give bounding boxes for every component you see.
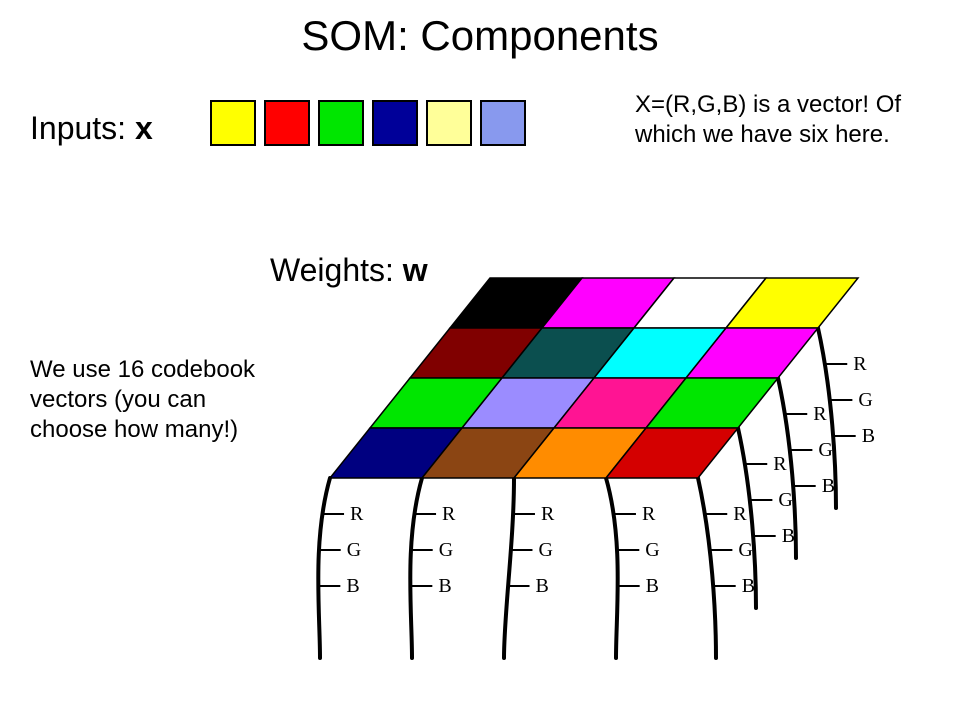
weight-leg-7-label-2: B [862,425,875,447]
vector-note: X=(R,G,B) is a vector! Of which we have … [635,90,935,150]
weight-leg-2-label-1: G [538,539,552,561]
weight-leg-4-label-1: G [738,539,752,561]
weights-diagram: RGBRGBRGBRGBRGBRGBRGBRGB [300,260,940,700]
weight-leg-0-label-2: B [346,575,359,597]
weight-leg-0-label-0: R [350,503,364,525]
input-swatch-5 [480,100,526,146]
weight-leg-6-label-2: B [822,475,835,497]
weight-leg-4-label-2: B [742,575,755,597]
input-swatches-row [210,100,526,146]
weight-leg-2 [504,478,514,658]
inputs-label: Inputs: x [30,110,153,147]
weight-leg-0-label-1: G [347,539,361,561]
input-swatch-2 [318,100,364,146]
weight-leg-5-label-0: R [773,453,787,475]
weight-leg-2-label-2: B [536,575,549,597]
weight-leg-1-label-0: R [442,503,456,525]
weight-leg-7-label-1: G [858,389,872,411]
weight-leg-6-label-0: R [813,403,827,425]
weights-svg: RGBRGBRGBRGBRGBRGBRGBRGB [300,260,940,700]
codebook-note: We use 16 codebook vectors (you can choo… [30,355,260,445]
slide-root: SOM: Components Inputs: x X=(R,G,B) is a… [0,0,960,720]
weight-leg-5-label-2: B [782,525,795,547]
weight-leg-0 [318,478,330,658]
weight-leg-7-label-0: R [853,353,867,375]
input-swatch-1 [264,100,310,146]
weight-leg-3 [606,478,618,658]
inputs-label-prefix: Inputs: [30,110,135,146]
page-title: SOM: Components [0,12,960,60]
input-swatch-3 [372,100,418,146]
weight-leg-4 [698,478,716,658]
weight-leg-3-label-1: G [645,539,659,561]
weight-leg-1 [410,478,422,658]
input-swatch-0 [210,100,256,146]
weight-leg-3-label-2: B [646,575,659,597]
inputs-label-bold: x [135,110,153,146]
weight-leg-1-label-2: B [438,575,451,597]
input-swatch-4 [426,100,472,146]
weight-leg-2-label-0: R [541,503,555,525]
weight-leg-4-label-0: R [733,503,747,525]
weight-leg-3-label-0: R [642,503,656,525]
weight-leg-5-label-1: G [778,489,792,511]
weight-leg-6-label-1: G [818,439,832,461]
weight-leg-1-label-1: G [439,539,453,561]
